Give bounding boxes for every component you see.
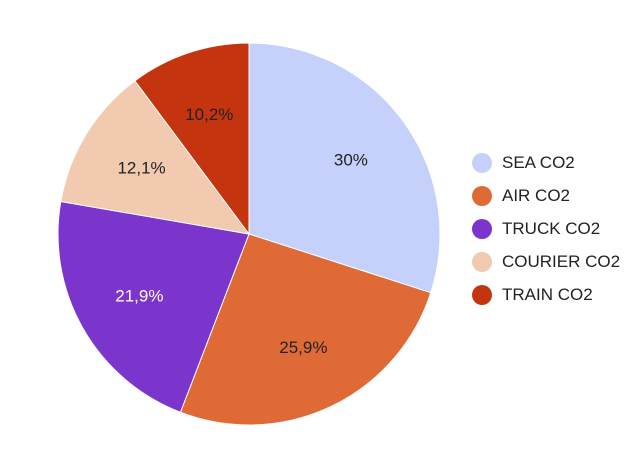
legend-swatch-truck	[472, 218, 492, 239]
legend-item-truck: TRUCK CO2	[472, 216, 620, 241]
legend-label-train: TRAIN CO2	[502, 284, 593, 304]
legend-item-train: TRAIN CO2	[472, 282, 620, 307]
legend-label-air: AIR CO2	[502, 185, 571, 205]
legend-item-sea: SEA CO2	[472, 150, 620, 175]
legend-label-truck: TRUCK CO2	[502, 218, 601, 238]
legend-swatch-air	[472, 185, 492, 206]
slice-label-sea-co2: 30%	[334, 150, 368, 169]
chart-legend: SEA CO2 AIR CO2 TRUCK CO2 COURIER CO2 TR…	[472, 150, 620, 315]
legend-item-air: AIR CO2	[472, 183, 620, 208]
legend-label-sea: SEA CO2	[502, 152, 575, 172]
slice-label-train-co2: 10,2%	[185, 105, 233, 124]
pie-slice-courier-co2	[60, 80, 251, 235]
legend-swatch-sea	[472, 152, 492, 173]
pie-slice-truck-co2	[57, 200, 250, 413]
legend-item-courier: COURIER CO2	[472, 249, 620, 274]
pie-slice-train-co2	[134, 42, 250, 236]
pie-slice-air-co2	[179, 233, 432, 426]
pie-slice-sea-co2	[248, 42, 441, 294]
legend-label-courier: COURIER CO2	[502, 251, 621, 271]
legend-swatch-courier	[472, 251, 492, 272]
slice-label-courier-co2: 12,1%	[117, 159, 165, 178]
slice-label-air-co2: 25,9%	[279, 338, 327, 357]
legend-swatch-train	[472, 284, 492, 305]
slice-label-truck-co2: 21,9%	[115, 287, 163, 306]
